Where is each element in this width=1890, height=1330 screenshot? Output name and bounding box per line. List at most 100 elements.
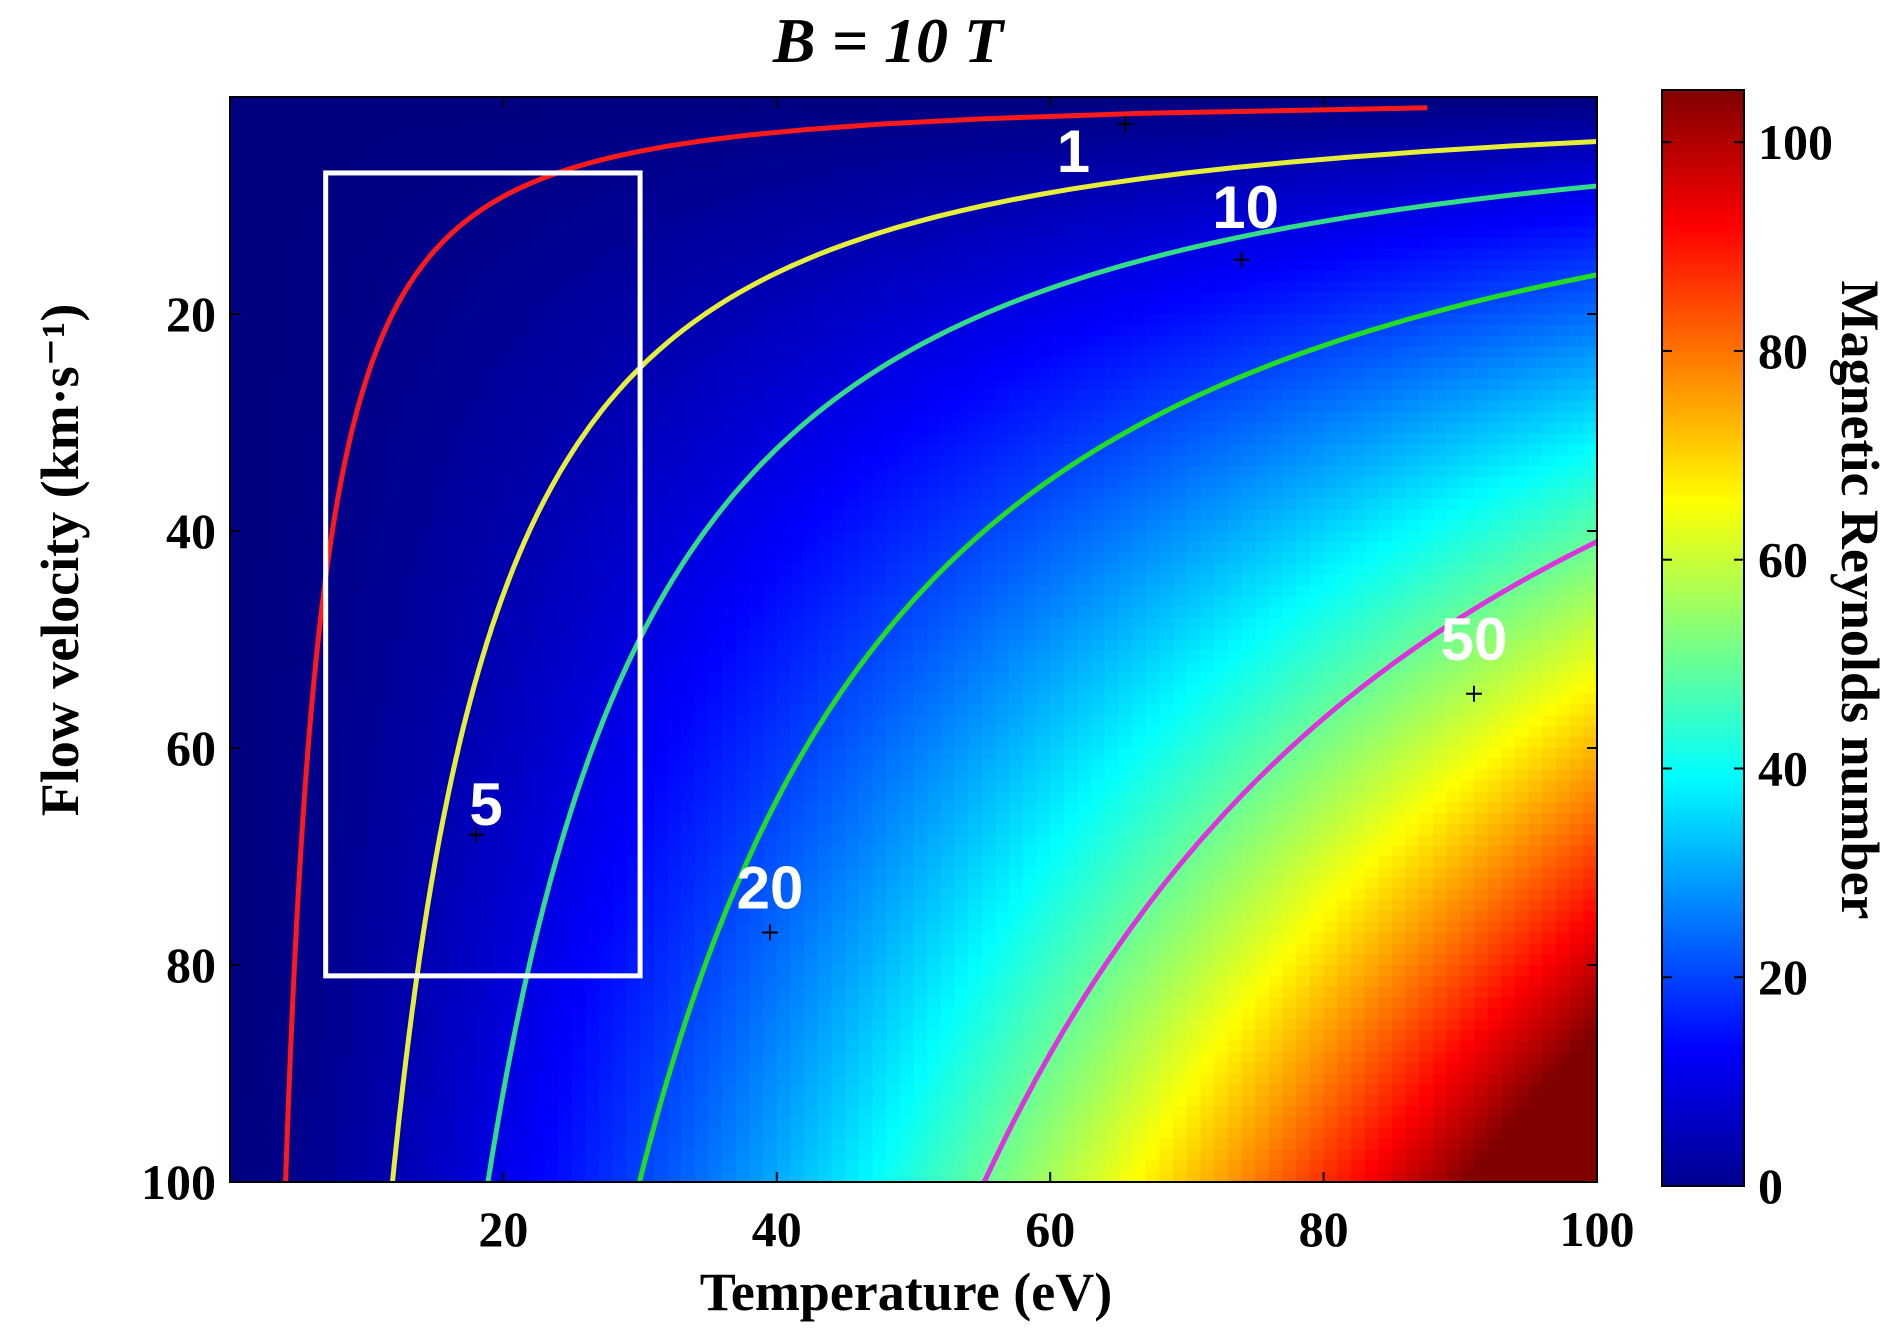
heatmap-cell (585, 943, 599, 954)
heatmap-cell (230, 347, 244, 358)
heatmap-cell (900, 715, 914, 726)
heatmap-cell (394, 922, 408, 933)
heatmap-cell (490, 368, 504, 379)
heatmap-cell (257, 97, 271, 108)
heatmap-cell (585, 813, 599, 824)
heatmap-cell (517, 498, 531, 509)
heatmap-cell (271, 564, 285, 575)
heatmap-cell (818, 97, 832, 108)
heatmap-cell (585, 607, 599, 618)
heatmap-cell (845, 585, 859, 596)
heatmap-cell (681, 759, 695, 770)
heatmap-cell (831, 1171, 845, 1182)
heatmap-cell (845, 227, 859, 238)
heatmap-cell (312, 119, 326, 130)
heatmap-cell (353, 108, 367, 119)
heatmap-cell (599, 520, 613, 531)
heatmap-cell (517, 206, 531, 217)
heatmap-cell (558, 607, 572, 618)
heatmap-cell (831, 618, 845, 629)
heatmap-cell (285, 542, 299, 553)
heatmap-cell (298, 520, 312, 531)
heatmap-cell (613, 401, 627, 412)
heatmap-cell (421, 97, 435, 108)
heatmap-cell (818, 314, 832, 325)
heatmap-cell (708, 542, 722, 553)
heatmap-cell (367, 325, 381, 336)
heatmap-cell (271, 466, 285, 477)
heatmap-cell (613, 325, 627, 336)
heatmap-cell (626, 108, 640, 119)
heatmap-cell (544, 140, 558, 151)
heatmap-cell (367, 932, 381, 943)
heatmap-cell (599, 748, 613, 759)
heatmap-cell (818, 1008, 832, 1019)
heatmap-cell (435, 444, 449, 455)
heatmap-cell (544, 433, 558, 444)
heatmap-cell (285, 325, 299, 336)
heatmap-cell (599, 498, 613, 509)
heatmap-cell (859, 585, 873, 596)
heatmap-cell (763, 303, 777, 314)
heatmap-cell (230, 1019, 244, 1030)
heatmap-cell (353, 1139, 367, 1150)
heatmap-cell (681, 867, 695, 878)
heatmap-cell (722, 867, 736, 878)
heatmap-cell (818, 336, 832, 347)
heatmap-cell (394, 314, 408, 325)
heatmap-cell (831, 976, 845, 987)
heatmap-cell (558, 97, 572, 108)
heatmap-cell (244, 781, 258, 792)
heatmap-cell (230, 1106, 244, 1117)
heatmap-cell (626, 1084, 640, 1095)
heatmap-cell (476, 987, 490, 998)
heatmap-cell (613, 347, 627, 358)
heatmap-cell (244, 271, 258, 282)
heatmap-cell (257, 889, 271, 900)
heatmap-cell (736, 640, 750, 651)
heatmap-cell (476, 683, 490, 694)
heatmap-cell (531, 368, 545, 379)
heatmap-cell (572, 488, 586, 499)
heatmap-cell (695, 281, 709, 292)
heatmap-cell (654, 206, 668, 217)
heatmap-cell (777, 954, 791, 965)
heatmap-cell (818, 585, 832, 596)
heatmap-cell (872, 857, 886, 868)
heatmap-cell (271, 314, 285, 325)
heatmap-cell (244, 281, 258, 292)
heatmap-cell (408, 857, 422, 868)
heatmap-cell (353, 1106, 367, 1117)
heatmap-cell (503, 824, 517, 835)
heatmap-cell (339, 748, 353, 759)
heatmap-cell (708, 553, 722, 564)
heatmap-cell (681, 1128, 695, 1139)
heatmap-cell (831, 596, 845, 607)
heatmap-cell (462, 911, 476, 922)
heatmap-cell (722, 423, 736, 434)
heatmap-cell (257, 650, 271, 661)
heatmap-cell (872, 108, 886, 119)
heatmap-cell (654, 640, 668, 651)
heatmap-cell (585, 292, 599, 303)
heatmap-cell (257, 412, 271, 423)
heatmap-cell (244, 629, 258, 640)
heatmap-cell (230, 672, 244, 683)
heatmap-cell (681, 347, 695, 358)
heatmap-cell (503, 878, 517, 889)
heatmap-cell (749, 922, 763, 933)
heatmap-cell (872, 1074, 886, 1085)
heatmap-cell (804, 835, 818, 846)
heatmap-cell (462, 998, 476, 1009)
heatmap-cell (285, 813, 299, 824)
heatmap-cell (435, 1041, 449, 1052)
heatmap-cell (749, 542, 763, 553)
heatmap-cell (654, 368, 668, 379)
heatmap-cell (872, 954, 886, 965)
heatmap-cell (845, 1139, 859, 1150)
heatmap-cell (517, 368, 531, 379)
heatmap-cell (859, 715, 873, 726)
heatmap-cell (408, 1128, 422, 1139)
heatmap-cell (339, 553, 353, 564)
heatmap-cell (408, 433, 422, 444)
